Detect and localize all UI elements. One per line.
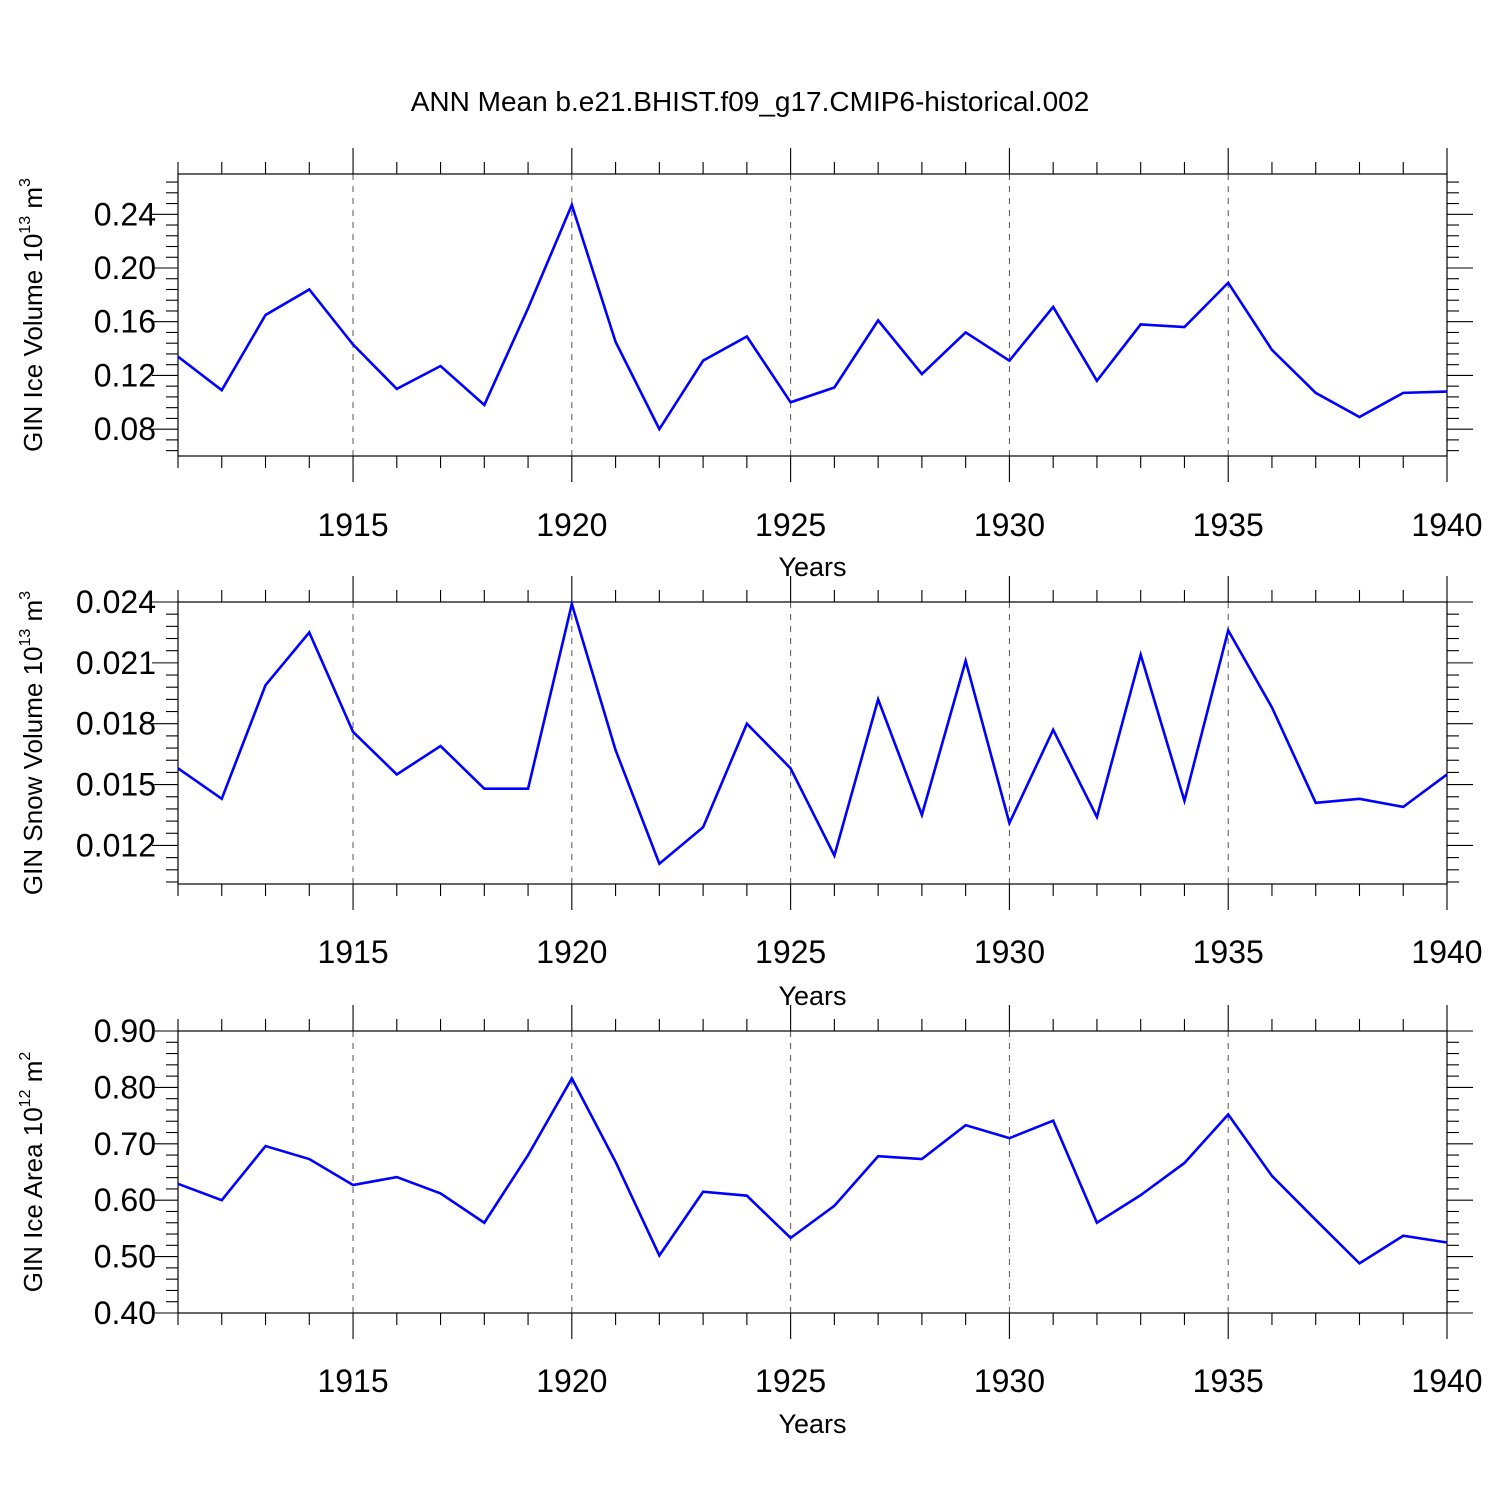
- x-tick-label: 1915: [317, 507, 388, 543]
- plot-frame: [177, 601, 1448, 885]
- y-tick-label: 0.16: [94, 304, 156, 340]
- x-tick-label: 1935: [1193, 934, 1264, 970]
- x-tick-label: 1925: [755, 934, 826, 970]
- x-tick-label: 1920: [536, 934, 607, 970]
- x-tick-label: 1930: [974, 507, 1045, 543]
- panels: 0.08 0.12 0.16 0.20 0.24 1915 1920 1925 1930 1935…: [17, 148, 1483, 1439]
- y-tick-label: 0.018: [76, 706, 156, 742]
- y-tick-label: 0.80: [94, 1069, 156, 1105]
- y-tick-label: 0.024: [76, 584, 156, 620]
- x-tick-label: 1940: [1411, 934, 1482, 970]
- y-tick-label: 0.60: [94, 1182, 156, 1218]
- plot-frame: [177, 1030, 1448, 1314]
- plot-frame: [177, 173, 1448, 457]
- y-tick-label: 0.24: [94, 196, 156, 232]
- x-tick-label: 1935: [1193, 1363, 1264, 1399]
- x-tick-label: 1935: [1193, 507, 1264, 543]
- y-tick-label: 0.40: [94, 1295, 156, 1331]
- y-tick-label: 0.08: [94, 411, 156, 447]
- series-line: [177, 201, 1448, 432]
- y-tick-label: 0.015: [76, 767, 156, 803]
- panel-1: 0.08 0.12 0.16 0.20 0.24 1915 1920 1925 1930 1935…: [17, 148, 1483, 582]
- x-axis-title: Years: [778, 1409, 846, 1439]
- figure-title: ANN Mean b.e21.BHIST.f09_g17.CMIP6-histo…: [411, 86, 1090, 117]
- y-tick-label: 0.20: [94, 250, 156, 286]
- x-tick-label: 1940: [1411, 507, 1482, 543]
- y-tick-label: 0.021: [76, 645, 156, 681]
- y-tick-label: 0.012: [76, 827, 156, 863]
- x-tick-label: 1925: [755, 507, 826, 543]
- panel-3: 0.40 0.50 0.60 0.70 0.80 0.90 1915 1920 1925 1930…: [17, 1005, 1483, 1439]
- y-tick-label: 0.90: [94, 1013, 156, 1049]
- y-axis-title: GIN Ice Area 1012 m2: [17, 1052, 48, 1293]
- x-tick-label: 1930: [974, 934, 1045, 970]
- panel-2: 0.012 0.015 0.018 0.021 0.024 1915 1920 1925 193…: [17, 576, 1483, 1011]
- x-tick-label: 1930: [974, 1363, 1045, 1399]
- y-tick-label: 0.12: [94, 357, 156, 393]
- y-axis-title: GIN Ice Volume 1013 m3: [17, 178, 48, 452]
- series-line: [177, 599, 1448, 866]
- x-tick-label: 1920: [536, 1363, 607, 1399]
- y-tick-label: 0.70: [94, 1126, 156, 1162]
- y-axis-title: GIN Snow Volume 1013 m3: [17, 591, 48, 895]
- x-axis-title: Years: [778, 981, 846, 1011]
- x-tick-label: 1915: [317, 934, 388, 970]
- y-tick-label: 0.50: [94, 1239, 156, 1275]
- x-axis-title: Years: [778, 552, 846, 582]
- x-tick-label: 1915: [317, 1363, 388, 1399]
- x-tick-label: 1920: [536, 507, 607, 543]
- x-tick-label: 1925: [755, 1363, 826, 1399]
- x-tick-label: 1940: [1411, 1363, 1482, 1399]
- series-line: [177, 1075, 1448, 1266]
